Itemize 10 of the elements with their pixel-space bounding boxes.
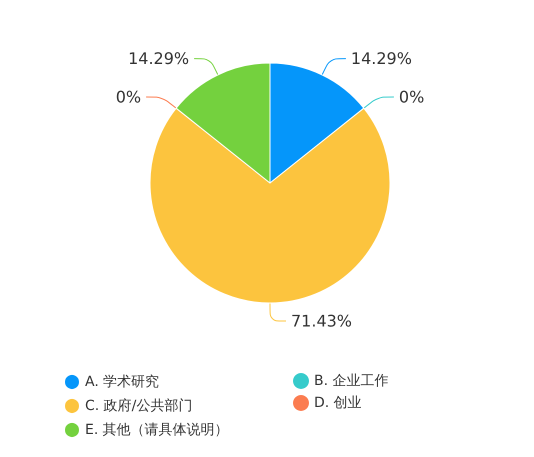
legend-label: C. 政府/公共部门 <box>85 398 192 414</box>
legend-label: E. 其他（请具体说明） <box>85 422 229 438</box>
text: 0% <box>116 87 142 106</box>
legend-label: B. 企业工作 <box>314 373 389 389</box>
legend-label: D. 创业 <box>314 395 362 411</box>
legend-label: A. 学术研究 <box>85 374 160 390</box>
data-label: 14.29% <box>350 49 412 68</box>
data-label: 14.29% <box>128 49 190 68</box>
text: 0% <box>398 87 424 106</box>
data-label: 71.43% <box>291 312 352 330</box>
